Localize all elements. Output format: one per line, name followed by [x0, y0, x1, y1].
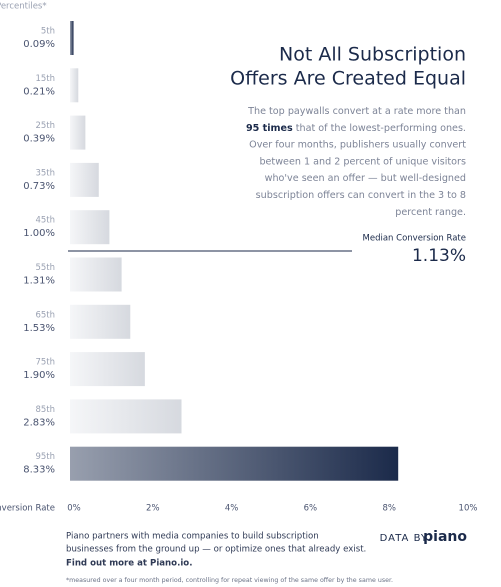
value-label: 1.31%	[23, 276, 55, 287]
description-text: 95 times	[246, 123, 293, 134]
description-line: Over four months, publishers usually con…	[249, 140, 466, 151]
value-label: 8.33%	[23, 465, 55, 476]
x-tick-label: 4%	[225, 504, 239, 514]
footer-link: Find out more at Piano.io.	[66, 559, 192, 569]
x-tick-label: 8%	[382, 504, 396, 514]
description-line: The top paywalls convert at a rate more …	[247, 106, 466, 117]
category-label: 85th	[35, 405, 55, 415]
footer-line: Piano partners with media companies to b…	[66, 532, 319, 542]
bar	[70, 399, 182, 434]
description-text: between 1 and 2 percent of unique visito…	[259, 156, 466, 167]
category-label: 15th	[35, 74, 55, 84]
value-label: 1.00%	[23, 228, 55, 239]
description-text: percent range.	[395, 207, 466, 218]
category-label: 55th	[35, 263, 55, 273]
bar	[70, 115, 86, 150]
category-label: 25th	[35, 121, 55, 131]
category-label: 65th	[35, 310, 55, 320]
bar	[70, 352, 145, 387]
bar	[70, 257, 122, 292]
description-line: percent range.	[395, 207, 466, 218]
description-text: The top paywalls convert at a rate more …	[247, 106, 466, 117]
bar	[70, 68, 79, 103]
description-text: Over four months, publishers usually con…	[249, 140, 466, 151]
bar	[70, 446, 399, 481]
category-label: 45th	[35, 216, 55, 226]
median-value: 1.13%	[412, 246, 466, 266]
value-label: 1.53%	[23, 323, 55, 334]
description-text: who've seen an offer — but well-designed	[265, 173, 466, 184]
bar	[70, 210, 110, 245]
x-tick-label: 0%	[67, 504, 81, 514]
footnote: *measured over a four month period, cont…	[66, 577, 393, 584]
category-label: 5th	[41, 27, 55, 37]
category-label: 35th	[35, 168, 55, 178]
value-label: 1.90%	[23, 370, 55, 381]
category-label: 95th	[35, 452, 55, 462]
category-label: 75th	[35, 358, 55, 368]
value-label: 0.21%	[23, 86, 55, 97]
description-text: that of the lowest-performing ones.	[293, 123, 466, 134]
value-label: 2.83%	[23, 417, 55, 428]
x-tick-label: 10%	[459, 504, 478, 514]
value-label: 0.73%	[23, 181, 55, 192]
source-label: DATA BY	[380, 533, 428, 544]
description-text: subscription offers can convert in the 3…	[256, 190, 466, 201]
value-label: 0.09%	[23, 39, 55, 50]
bar	[70, 304, 131, 339]
bar	[70, 162, 99, 197]
description-line: between 1 and 2 percent of unique visito…	[259, 156, 466, 167]
category-axis-label: Percentiles*	[0, 2, 47, 12]
value-axis-label: Conversion Rate	[0, 504, 55, 514]
description-line: who've seen an offer — but well-designed	[265, 173, 466, 184]
description-line: 95 times that of the lowest-performing o…	[246, 123, 466, 134]
bar	[70, 21, 74, 55]
source-logo: piano	[423, 529, 467, 545]
x-tick-label: 2%	[146, 504, 160, 514]
median-label: Median Conversion Rate	[363, 234, 466, 244]
title-line: Offers Are Created Equal	[230, 68, 466, 90]
title-line: Not All Subscription	[279, 44, 466, 66]
value-label: 0.39%	[23, 134, 55, 145]
description-line: subscription offers can convert in the 3…	[256, 190, 466, 201]
footer-line: businesses from the ground up — or optim…	[66, 545, 366, 555]
x-tick-label: 6%	[304, 504, 318, 514]
